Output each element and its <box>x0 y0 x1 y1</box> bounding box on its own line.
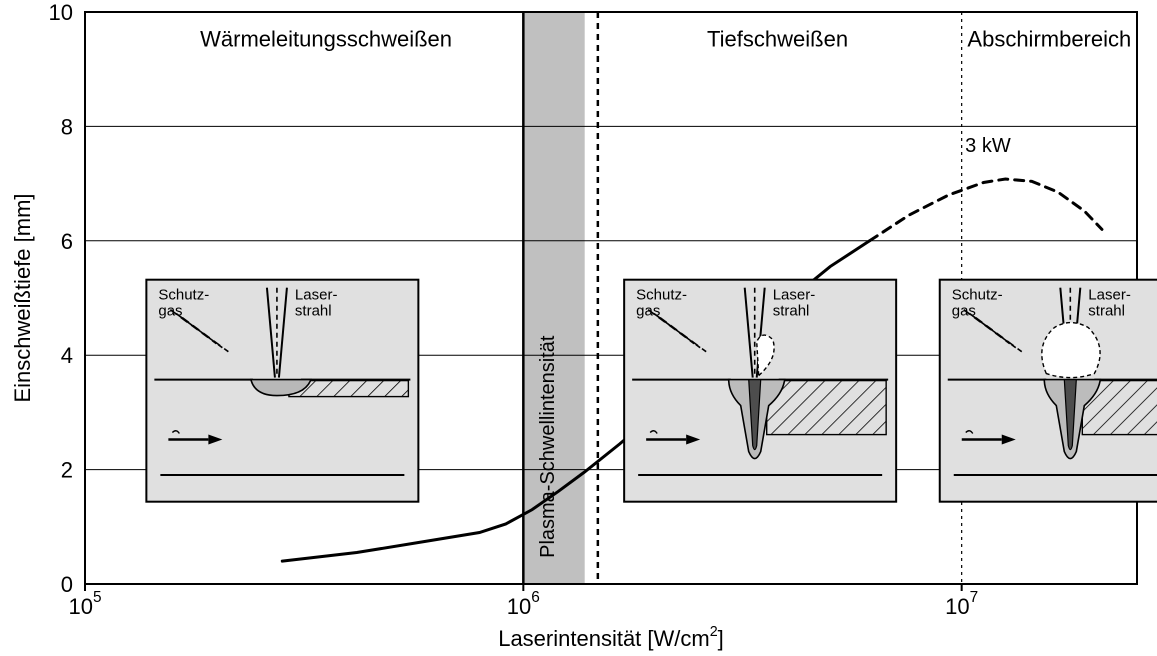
y-axis-label: Einschweißtiefe [mm] <box>10 193 35 402</box>
plasma-threshold-label: Plasma-Schwellintensität <box>537 335 559 558</box>
x-axis-label: Laserintensität [W/cm2] <box>498 624 724 651</box>
y-tick-label: 2 <box>61 458 73 483</box>
welding-regime-diagram: Plasma-Schwellintensität0246810105106107… <box>0 0 1157 656</box>
region-label: Wärmeleitungsschweißen <box>200 26 452 51</box>
curve-label: 3 kW <box>965 135 1011 157</box>
inset-deep: Schutz-gasLaser-strahl <box>624 280 896 502</box>
inset-shallow: Schutz-gasLaser-strahl <box>146 280 418 502</box>
y-tick-label: 10 <box>49 0 73 25</box>
inset-laser-label: Laser-strahl <box>773 287 816 320</box>
x-tick-label: 106 <box>507 589 540 619</box>
y-tick-label: 6 <box>61 229 73 254</box>
inset-laser-label: Laser-strahl <box>1088 287 1131 320</box>
region-label: Abschirmbereich <box>967 26 1131 51</box>
x-tick-label: 105 <box>68 589 101 619</box>
x-tick-label: 107 <box>945 589 978 619</box>
region-label: Tiefschweißen <box>707 26 848 51</box>
y-tick-label: 4 <box>61 343 73 368</box>
y-tick-label: 8 <box>61 114 73 139</box>
penetration-curve-dashed <box>870 179 1102 241</box>
inset-shield: Schutz-gasLaser-strahl <box>940 280 1157 502</box>
inset-laser-label: Laser-strahl <box>295 287 338 320</box>
